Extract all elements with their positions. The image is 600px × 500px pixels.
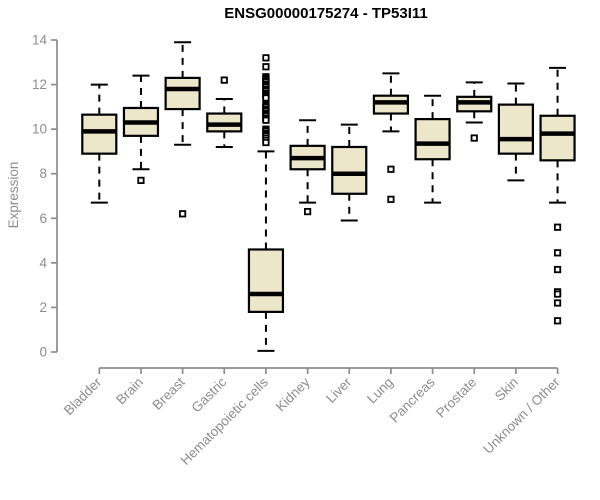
x-tick-label: Kidney [273,374,313,414]
box-hematopoietic-cells [247,54,285,352]
box-lung [372,72,410,203]
y-axis-label: Expression [6,161,21,229]
outlier-point [137,176,145,184]
box-liver [331,123,368,222]
outlier-point [470,134,478,142]
outlier-point [262,116,270,124]
outlier-point [553,249,562,257]
outlier-point [553,290,562,298]
x-tick-label: Gastric [189,374,230,415]
outlier-point [553,223,562,231]
y-tick-label: 8 [39,166,47,181]
y-tick-label: 12 [32,77,47,92]
x-tick-label: Bladder [61,374,105,418]
x-tick-label: Prostate [433,375,479,421]
outlier-point [553,299,562,307]
x-tick-label: Skin [492,375,521,404]
outlier-point [303,207,312,216]
box-breast [164,41,201,218]
box-prostate [456,81,493,142]
y-tick-label: 4 [39,255,47,270]
y-tick-label: 0 [39,345,47,360]
y-tick-label: 2 [39,300,47,315]
box-skin [497,82,534,182]
outlier-point [262,94,270,102]
outlier-point [262,63,270,71]
iqr-box [539,114,576,162]
outlier-point [179,210,187,218]
x-tick-label: Breast [150,374,188,412]
outlier-point [220,76,228,84]
box-unknown-other [539,66,576,325]
iqr-box [81,113,118,155]
iqr-box [331,145,368,195]
iqr-box [164,76,201,111]
box-pancreas [414,94,451,204]
iqr-box [247,248,285,313]
y-tick-label: 10 [32,122,47,137]
outlier-point [387,165,395,173]
x-tick-label: Liver [323,374,355,406]
box-bladder [81,83,118,204]
x-tick-label: Brain [113,375,146,408]
chart-title: ENSG00000175274 - TP53I11 [224,5,428,22]
box-kidney [289,119,326,216]
x-tick-label: Unknown / Other [480,374,563,457]
outlier-point [553,265,562,274]
outlier-point [387,195,395,203]
iqr-box [497,103,534,155]
outlier-point [262,138,270,147]
box-gastric [206,76,243,148]
x-tick-label: Lung [364,375,396,407]
outlier-point [553,317,562,325]
box-brain [122,74,160,184]
x-tick-label: Pancreas [387,374,438,425]
y-tick-label: 14 [32,33,48,48]
outlier-point [262,54,270,62]
iqr-box [414,118,451,161]
y-tick-label: 6 [39,211,47,226]
y-axis: 0 2 4 6 8 10 12 14 [32,33,58,360]
